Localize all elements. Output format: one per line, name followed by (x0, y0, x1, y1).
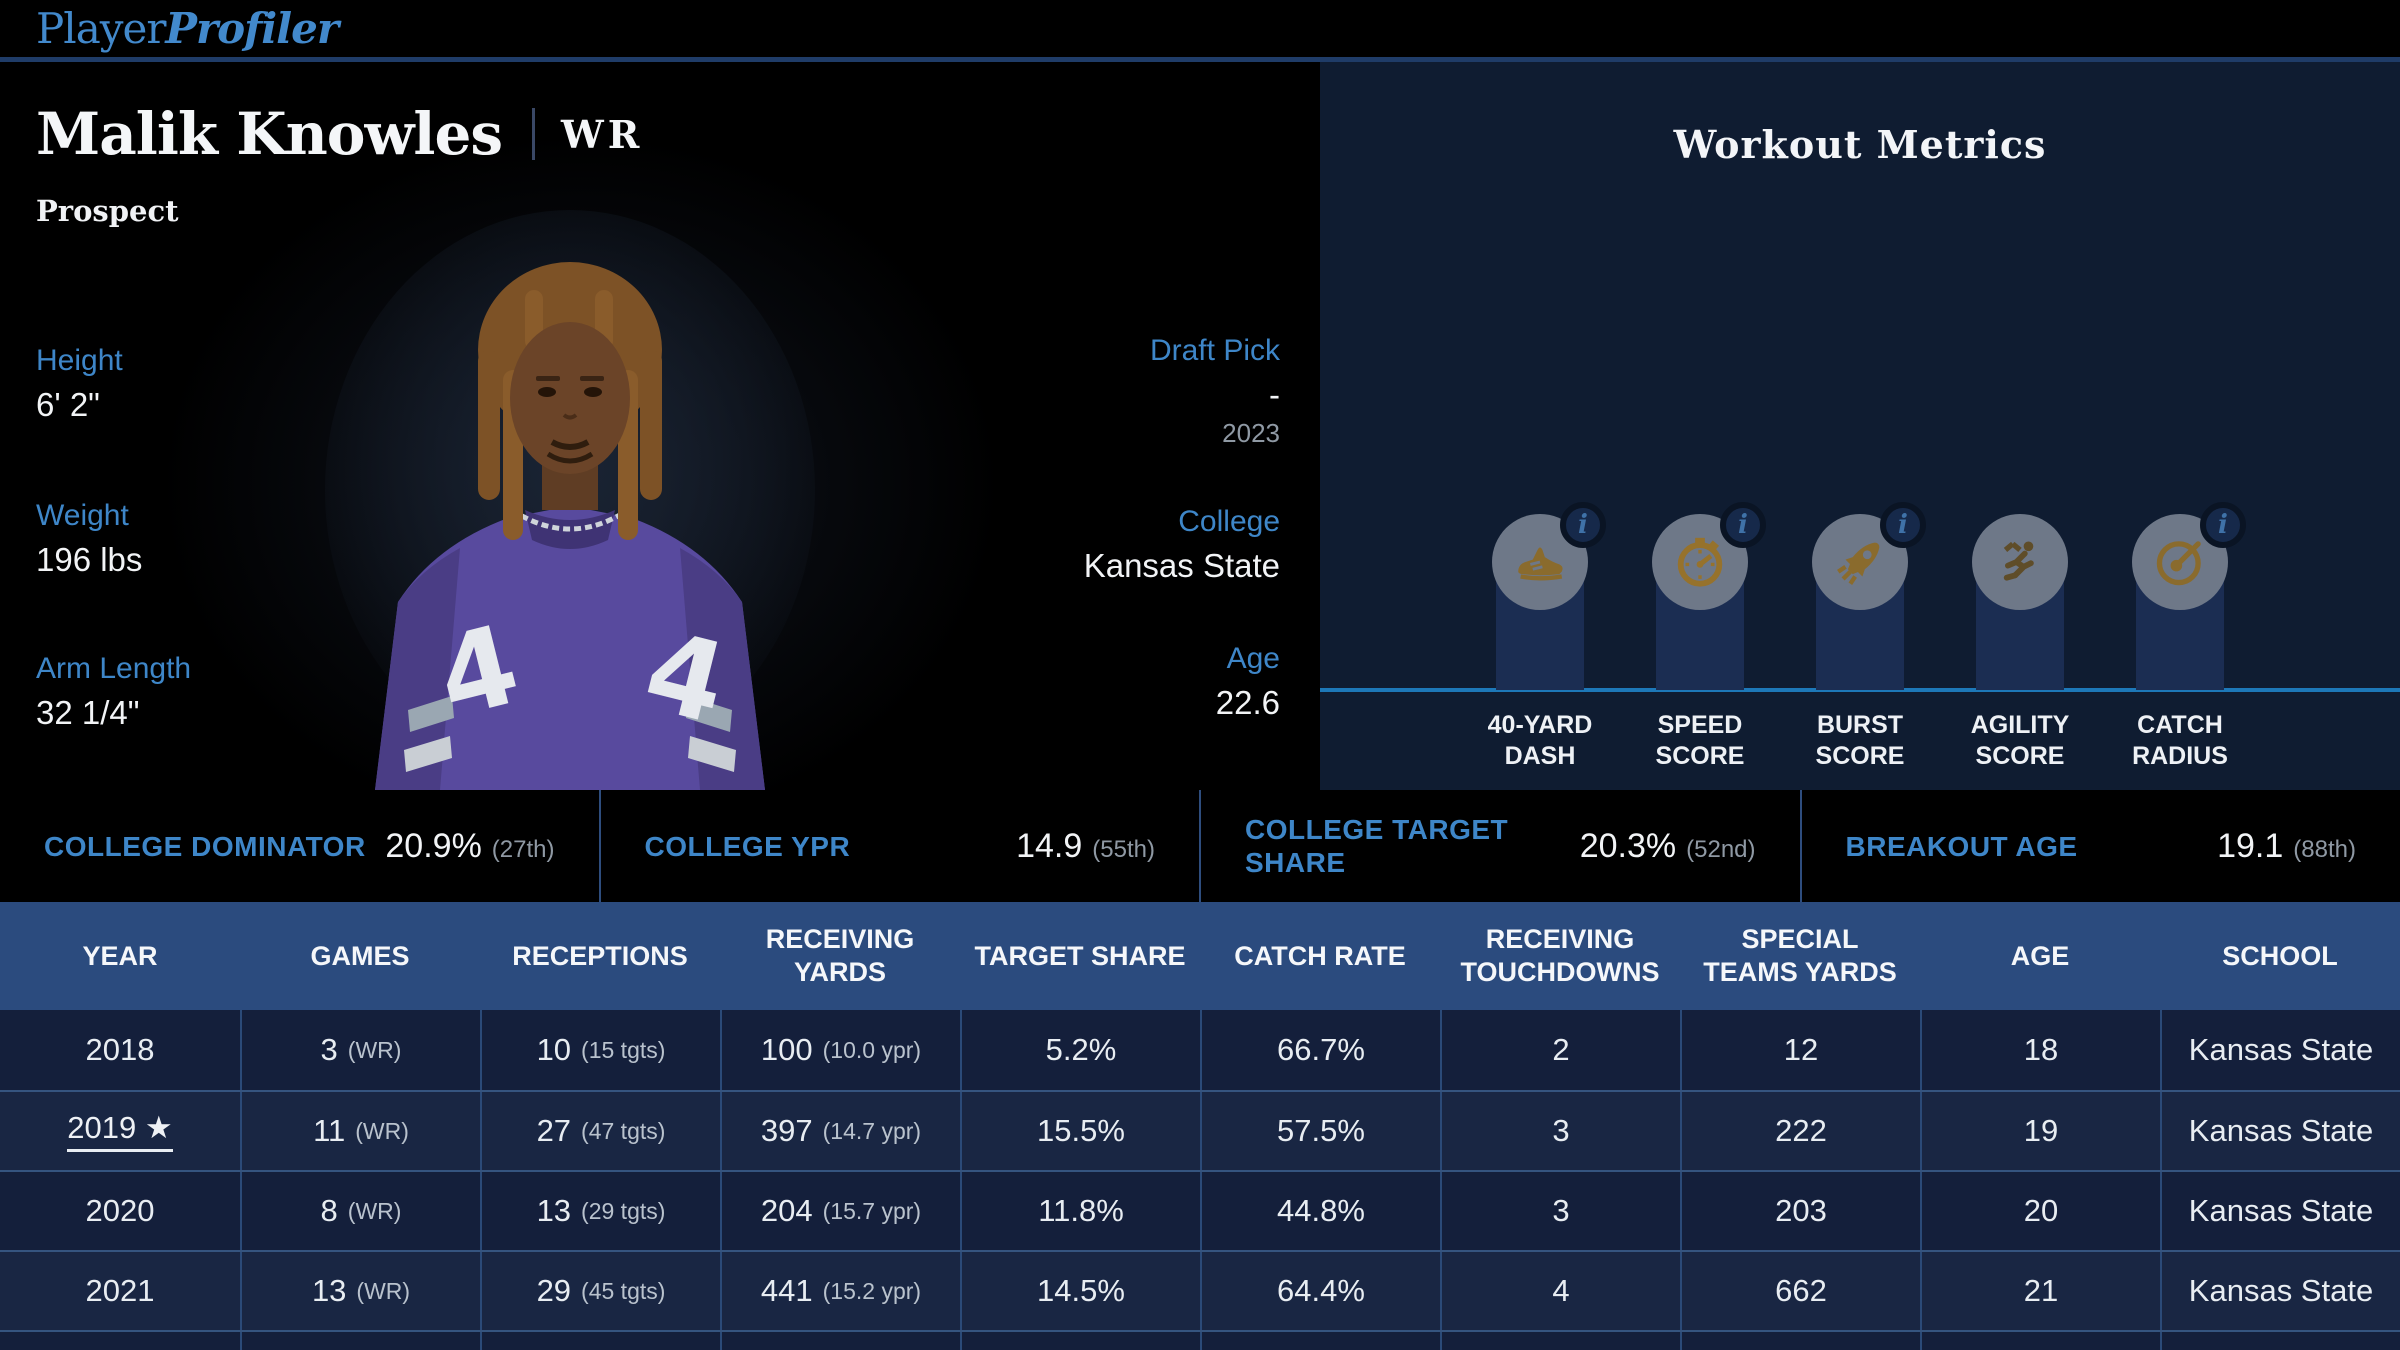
player-photo: 4 4 (325, 210, 815, 790)
col-games: GAMES (310, 940, 410, 971)
arm-length-label: Arm Length (36, 652, 192, 685)
workout-metrics-title: Workout Metrics (1673, 122, 2047, 167)
stat-breakout-age[interactable]: BREAKOUT AGE 19.1 (88th) (1799, 790, 2400, 902)
metric-label-catch-radius: CATCH RADIUS (2132, 711, 2228, 770)
info-icon[interactable]: i (1720, 502, 1766, 548)
table-row-2021: 2021 13 (WR) 29 (45 tgts) 441 (15.2 ypr) 14… (0, 1250, 2400, 1330)
height-label: Height (36, 344, 123, 377)
col-receptions: RECEPTIONS (512, 940, 688, 971)
stat-value: 19.1 (2217, 826, 2284, 865)
player-name: Malik Knowles (36, 100, 503, 168)
runner-icon (1972, 514, 2068, 610)
attribute-weight: Weight 196 lbs (36, 499, 142, 579)
stat-rank: (27th) (491, 835, 555, 863)
player-status: Prospect (36, 194, 179, 228)
player-summary-panel: Malik Knowles WR Prospect Height 6' 2" W… (0, 62, 1320, 790)
logo-player-text: Player (36, 4, 166, 53)
attribute-height: Height 6' 2" (36, 344, 123, 424)
info-icon[interactable]: i (1880, 502, 1926, 548)
stat-college-dominator[interactable]: COLLEGE DOMINATOR 20.9% (27th) (44, 826, 555, 865)
rocket-icon (1812, 514, 1908, 610)
col-receiving-touchdowns: RECEIVING TOUCHDOWNS (1460, 924, 1660, 987)
table-row-2018: 2018 3 (WR) 10 (15 tgts) 100 (10.0 ypr) 5.2… (0, 1010, 2400, 1090)
draft-pick-label: Draft Pick (1149, 334, 1280, 367)
col-year: YEAR (82, 940, 158, 971)
metric-speed-score: i SPEED SCORE (1620, 502, 1780, 782)
table-row-2020: 2020 8 (WR) 13 (29 tgts) 204 (15.7 ypr) 11.… (0, 1170, 2400, 1250)
stat-value: 20.9% (385, 826, 482, 865)
draft-pick-year: 2023 (1222, 418, 1280, 448)
draft-pick-value: - (1269, 376, 1280, 413)
arm-length-value: 32 1/4" (36, 694, 140, 731)
metric-40-yard-dash: i 40-YARD DASH (1460, 502, 1620, 782)
player-position: WR (561, 111, 644, 157)
table-header-row: YEAR GAMES RECEPTIONS RECEIVING YARDS TA… (0, 902, 2400, 1010)
stat-rank: (55th) (1092, 835, 1155, 863)
metric-label-40-yard-dash: 40-YARD DASH (1487, 711, 1593, 770)
age-label: Age (1226, 642, 1280, 675)
info-icon[interactable]: i (2200, 502, 2246, 548)
weight-label: Weight (36, 499, 129, 532)
college-value: Kansas State (1083, 547, 1280, 584)
year-link-2019[interactable]: 2019 ★ (67, 1110, 173, 1152)
name-position-divider (532, 108, 536, 160)
stat-college-ypr[interactable]: COLLEGE YPR 14.9 (55th) (598, 790, 1200, 902)
col-target-share: TARGET SHARE (974, 940, 1186, 971)
table-row-2019: 2019 ★ 11 (WR) 27 (47 tgts) 397 (14.7 ypr) … (0, 1090, 2400, 1170)
college-stats-bar: COLLEGE DOMINATOR 20.9% (27th) COLLEGE YP… (0, 790, 2400, 902)
col-catch-rate: CATCH RATE (1234, 940, 1406, 971)
col-special-teams-yards: SPECIAL TEAMS YARDS (1703, 924, 1897, 987)
attribute-draft-pick: Draft Pick - 2023 (1150, 334, 1280, 449)
stat-college-target-share[interactable]: COLLEGE TARGET SHARE 20.3% (52nd) (1199, 790, 1800, 902)
stat-value: 20.3% (1579, 826, 1677, 865)
col-school: SCHOOL (2222, 940, 2338, 971)
workout-metrics-panel: Workout Metrics i 40-YARD DASH i SPEED SCO… (1320, 62, 2400, 790)
age-value: 22.6 (1215, 684, 1280, 721)
playerprofiler-logo[interactable]: PlayerProfiler (36, 4, 339, 53)
stat-value: 14.9 (1016, 826, 1083, 865)
star-icon: ★ (144, 1110, 173, 1145)
stat-rank: (88th) (2293, 835, 2356, 863)
stat-rank: (52nd) (1686, 835, 1756, 863)
metrics-baseline (1320, 688, 2400, 692)
attribute-arm-length: Arm Length 32 1/4" (36, 652, 191, 732)
attribute-age: Age 22.6 (1216, 642, 1280, 722)
attribute-college: College Kansas State (1084, 505, 1280, 585)
logo-profiler-text: Profiler (165, 4, 339, 53)
weight-value: 196 lbs (36, 541, 143, 578)
metric-burst-score: i BURST SCORE (1780, 502, 1940, 782)
metric-label-burst-score: BURST SCORE (1815, 711, 1905, 770)
metric-label-agility-score: AGILITY SCORE (1970, 711, 2070, 770)
metric-label-speed-score: SPEED SCORE (1655, 711, 1745, 770)
metric-catch-radius: i CATCH RADIUS (2100, 502, 2260, 782)
top-nav-bar: PlayerProfiler (0, 0, 2400, 62)
col-receiving-yards: RECEIVING YARDS (765, 924, 915, 987)
college-label: College (1178, 505, 1280, 538)
height-value: 6' 2" (36, 386, 100, 423)
metric-agility-score: AGILITY SCORE (1940, 502, 2100, 782)
table-row-partial (0, 1330, 2400, 1350)
info-icon[interactable]: i (1560, 502, 1606, 548)
year-cell: 2018 (85, 1032, 155, 1067)
col-age: AGE (2010, 940, 2070, 971)
